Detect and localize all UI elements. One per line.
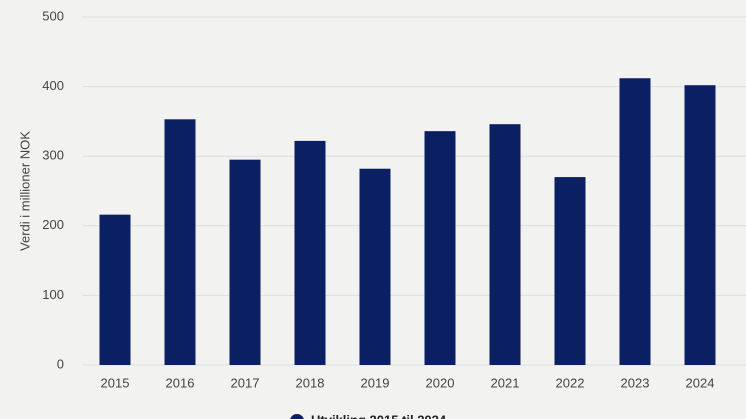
x-tick-label: 2022 bbox=[556, 375, 585, 390]
x-tick-label: 2021 bbox=[491, 375, 520, 390]
x-tick-label: 2015 bbox=[101, 375, 130, 390]
x-tick-label: 2019 bbox=[361, 375, 390, 390]
x-tick-label: 2017 bbox=[231, 375, 260, 390]
legend-marker bbox=[290, 414, 304, 419]
bar bbox=[229, 159, 261, 365]
bar bbox=[359, 168, 391, 365]
y-tick-label: 100 bbox=[42, 287, 64, 302]
x-tick-label: 2020 bbox=[426, 375, 455, 390]
legend-label: Utvikling 2015 til 2024 bbox=[311, 412, 447, 419]
bar bbox=[684, 85, 716, 365]
y-tick-label: 0 bbox=[57, 356, 64, 371]
bar bbox=[99, 214, 131, 365]
y-tick-label: 200 bbox=[42, 217, 64, 232]
y-tick-label: 500 bbox=[42, 8, 64, 23]
x-tick-label: 2024 bbox=[686, 375, 715, 390]
bar bbox=[554, 177, 586, 365]
x-tick-label: 2023 bbox=[621, 375, 650, 390]
y-tick-label: 300 bbox=[42, 148, 64, 163]
bar bbox=[489, 124, 521, 366]
y-axis-label: Verdi i millioner NOK bbox=[17, 131, 32, 251]
x-tick-label: 2016 bbox=[166, 375, 195, 390]
y-tick-label: 400 bbox=[42, 78, 64, 93]
bar bbox=[164, 119, 196, 365]
bar bbox=[619, 78, 651, 366]
bar bbox=[294, 140, 326, 365]
bar bbox=[424, 131, 456, 365]
x-tick-label: 2018 bbox=[296, 375, 325, 390]
